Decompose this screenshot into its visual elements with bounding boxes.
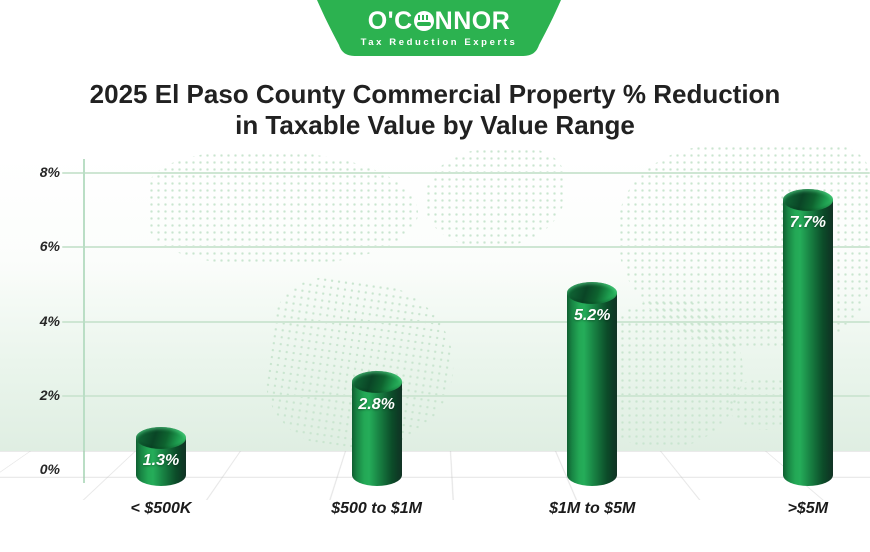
cylinder-body (782, 200, 833, 486)
category-label: >$5M (787, 500, 829, 517)
brand-suffix: NNOR (434, 7, 511, 35)
map-blob-north-america (148, 152, 418, 264)
brand-name: O'C NNOR (317, 8, 561, 34)
cylinder-top-face (567, 281, 618, 304)
logo-banner: O'C NNOR Tax Reduction Experts (317, 0, 561, 57)
chart-title-line2: in Taxable Value by Value Range (235, 110, 635, 140)
gridline-6% (62, 246, 870, 249)
cylinder-top-face (351, 371, 402, 394)
map-blob-europe (425, 148, 565, 248)
y-tick-label-0%: 0% (39, 461, 60, 477)
bar-value-label: 2.8% (358, 396, 395, 414)
bar-value-label: 7.7% (789, 214, 827, 232)
category-label: $1M to $5M (549, 500, 636, 517)
y-tick-label-4%: 4% (39, 312, 60, 329)
y-axis-line (83, 159, 85, 483)
map-blob-africa (598, 300, 743, 448)
bar-value-label: 5.2% (573, 306, 611, 324)
gridline-8% (62, 172, 870, 174)
cylinder-top-face (136, 426, 186, 449)
chart-title: 2025 El Paso County Commercial Property … (0, 79, 870, 141)
cylinder-body (351, 382, 402, 486)
y-tick-label-8%: 8% (39, 164, 60, 180)
gridline-4% (62, 320, 870, 323)
world-map-dots (0, 145, 870, 451)
category-label: < $500K (130, 500, 192, 517)
bar-cylinder-1: 1.3% (136, 426, 186, 486)
floor (0, 451, 870, 500)
bar-value-label: 1.3% (142, 451, 180, 469)
bar-cylinder-3: 5.2% (567, 281, 618, 486)
cylinder-top-face (782, 189, 833, 212)
banner-content: O'C NNOR Tax Reduction Experts (317, 0, 561, 57)
y-tick-label-6%: 6% (39, 238, 60, 255)
gridline-2% (62, 394, 870, 397)
banner-ribbon-shape (317, 0, 561, 56)
coin-slot-o-icon (413, 11, 434, 31)
bar-cylinder-4: 7.7% (782, 189, 833, 486)
chart-title-line1: 2025 El Paso County Commercial Property … (89, 79, 781, 109)
y-tick-label-2%: 2% (39, 386, 60, 403)
floor-grid (0, 451, 870, 500)
bar-cylinder-2: 2.8% (351, 371, 402, 486)
category-label: $500 to $1M (331, 500, 422, 517)
cylinder-body (567, 292, 618, 486)
brand-prefix: O'C (367, 7, 413, 35)
brand-tagline: Tax Reduction Experts (360, 37, 518, 48)
